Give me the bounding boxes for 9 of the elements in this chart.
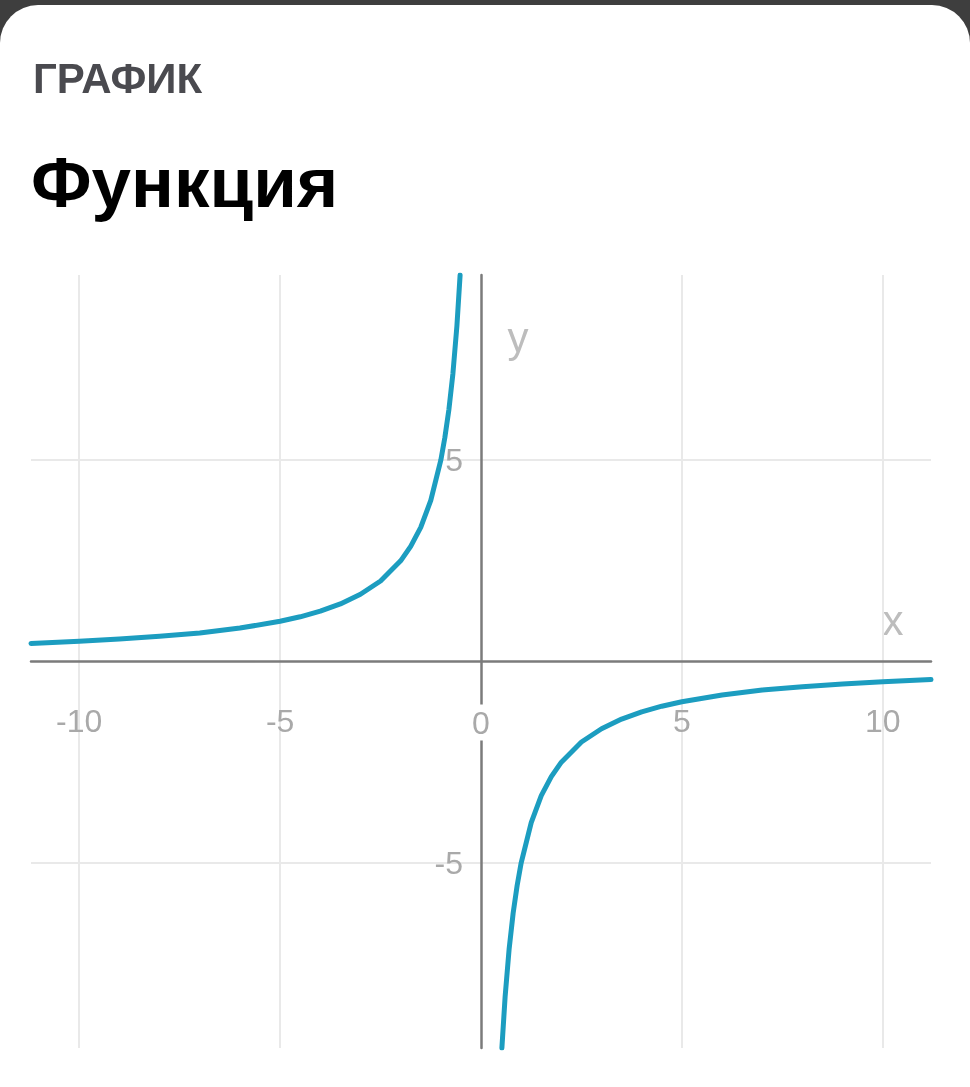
- x-tick-label: 10: [864, 702, 901, 739]
- x-tick-label: 5: [672, 702, 691, 739]
- x-tick-label: -10: [56, 702, 103, 739]
- x-axis-title: x: [882, 597, 904, 644]
- chart-subtitle: ГРАФИК: [33, 55, 203, 102]
- chart-title: Функция: [31, 143, 339, 222]
- x-tick-label: -5: [265, 702, 295, 739]
- y-axis-title: y: [507, 313, 529, 361]
- x-tick-label: 0: [472, 704, 490, 741]
